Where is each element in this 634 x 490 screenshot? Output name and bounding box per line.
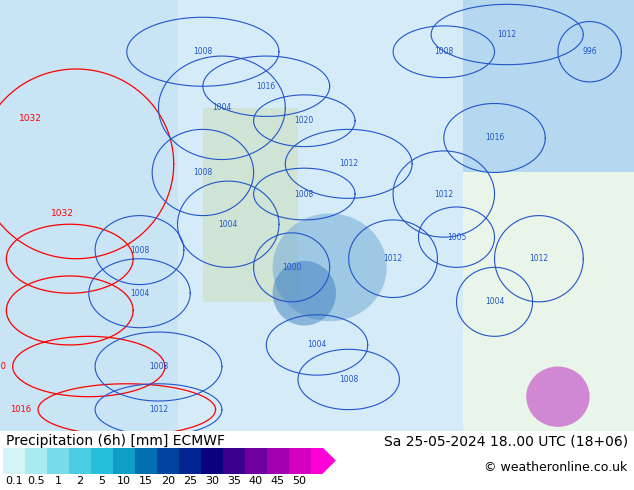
Text: 0.5: 0.5 xyxy=(27,476,45,486)
Text: 2: 2 xyxy=(77,476,84,486)
Bar xyxy=(47,448,69,473)
Text: 1016: 1016 xyxy=(485,133,504,143)
Text: 1016: 1016 xyxy=(257,82,276,91)
Bar xyxy=(178,0,463,431)
Ellipse shape xyxy=(273,261,336,325)
Text: © weatheronline.co.uk: © weatheronline.co.uk xyxy=(484,461,628,474)
Text: 15: 15 xyxy=(139,476,153,486)
Text: 1005: 1005 xyxy=(447,233,466,242)
Text: 1012: 1012 xyxy=(339,159,358,169)
Bar xyxy=(157,448,179,473)
Text: 1008: 1008 xyxy=(295,190,314,198)
Text: 1032: 1032 xyxy=(19,114,42,122)
Bar xyxy=(0,0,178,431)
Text: 1008: 1008 xyxy=(149,362,168,371)
Bar xyxy=(463,0,634,172)
Bar xyxy=(245,448,267,473)
Text: 10: 10 xyxy=(117,476,131,486)
Text: 50: 50 xyxy=(293,476,307,486)
Text: 1012: 1012 xyxy=(434,190,453,198)
Text: Sa 25-05-2024 18..00 UTC (18+06): Sa 25-05-2024 18..00 UTC (18+06) xyxy=(384,434,628,448)
Bar xyxy=(223,448,245,473)
Text: 1016: 1016 xyxy=(11,405,32,414)
Text: 1: 1 xyxy=(55,476,61,486)
Bar xyxy=(311,448,323,473)
Text: 1008: 1008 xyxy=(193,168,212,177)
Text: 40: 40 xyxy=(249,476,263,486)
Text: 996: 996 xyxy=(582,47,597,56)
Bar xyxy=(201,448,223,473)
Text: 0.1: 0.1 xyxy=(5,476,23,486)
Text: 1008: 1008 xyxy=(339,375,358,384)
Bar xyxy=(288,448,311,473)
Text: 1008: 1008 xyxy=(130,245,149,255)
Text: 30: 30 xyxy=(205,476,219,486)
Text: 1012: 1012 xyxy=(384,254,403,263)
Bar xyxy=(135,448,157,473)
Polygon shape xyxy=(323,448,336,473)
Bar xyxy=(91,448,113,473)
Bar xyxy=(203,108,298,302)
Bar xyxy=(267,448,288,473)
Text: 45: 45 xyxy=(271,476,285,486)
Text: 1008: 1008 xyxy=(434,47,453,56)
Bar xyxy=(463,0,634,431)
Text: 1004: 1004 xyxy=(219,220,238,229)
Text: 1012: 1012 xyxy=(498,30,517,39)
Text: 1012: 1012 xyxy=(149,405,168,414)
Bar xyxy=(3,448,25,473)
Text: 1004: 1004 xyxy=(485,297,504,306)
Text: 1004: 1004 xyxy=(307,341,327,349)
Text: 1012: 1012 xyxy=(529,254,548,263)
Text: 5: 5 xyxy=(98,476,105,486)
Ellipse shape xyxy=(273,214,387,321)
Text: 1008: 1008 xyxy=(193,47,212,56)
Text: Precipitation (6h) [mm] ECMWF: Precipitation (6h) [mm] ECMWF xyxy=(6,434,225,448)
Bar xyxy=(69,448,91,473)
Text: 1004: 1004 xyxy=(212,103,231,112)
Text: 25: 25 xyxy=(183,476,197,486)
Text: 35: 35 xyxy=(227,476,241,486)
Text: 1020: 1020 xyxy=(295,116,314,125)
Text: 20: 20 xyxy=(161,476,175,486)
Text: 1000: 1000 xyxy=(282,263,301,272)
Bar xyxy=(179,448,201,473)
Text: 1032: 1032 xyxy=(51,209,74,218)
Bar xyxy=(25,448,47,473)
Text: 1004: 1004 xyxy=(130,289,149,298)
Ellipse shape xyxy=(526,367,590,427)
Bar xyxy=(113,448,135,473)
Text: 1020: 1020 xyxy=(0,362,6,371)
